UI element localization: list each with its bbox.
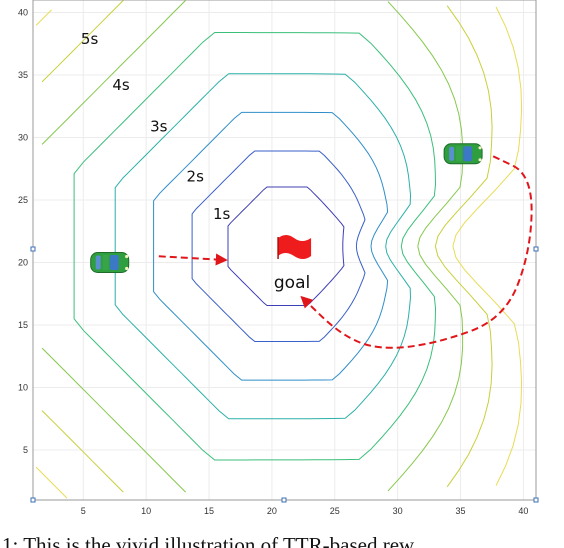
contour-line: [227, 186, 345, 306]
x-tick-label: 15: [204, 506, 214, 516]
contour-label: 1s: [213, 205, 231, 223]
figure-caption: 1: This is the vivid illustration of TTR…: [0, 532, 564, 548]
contour-label: 3s: [150, 117, 168, 135]
axis-handle-corner-right: [533, 497, 539, 503]
contour-line: [41, 0, 464, 493]
straight-path: [158, 253, 228, 266]
car-roof: [456, 146, 463, 162]
figure-caption-text: 1: This is the vivid illustration of TTR…: [2, 533, 415, 548]
grid-lines: [33, 0, 536, 500]
car-rear-window: [95, 255, 101, 270]
y-tick-label: 25: [18, 195, 28, 205]
x-tick-label: 5: [81, 506, 86, 516]
x-tick-label: 30: [393, 506, 403, 516]
y-tick-label: 15: [18, 320, 28, 330]
contour-labels: 1s 2s 3s 4s 5s: [81, 30, 231, 223]
x-tick-label: 20: [267, 506, 277, 516]
contour-line: [41, 0, 493, 493]
car-left-car: [90, 252, 130, 273]
curved-path: [300, 155, 533, 349]
contour-line: [114, 73, 412, 420]
y-tick-label: 20: [18, 258, 28, 268]
contour-label: 2s: [187, 167, 205, 185]
axis-handle-left: [30, 246, 36, 252]
axis-handle-corner-left: [30, 497, 36, 503]
y-axis-ticks: 5 10 15 20 25 30 35 40: [18, 8, 28, 456]
x-tick-label: 10: [141, 506, 151, 516]
y-tick-label: 5: [23, 445, 28, 455]
contour-label: 4s: [112, 76, 130, 94]
vehicle-paths: [158, 155, 533, 349]
goal-flag-icon: [278, 235, 312, 259]
vehicles: [90, 143, 483, 273]
car-windshield: [109, 255, 119, 270]
goal-label: goal: [274, 273, 310, 293]
car-headlight: [478, 158, 482, 162]
goal-marker: goal: [274, 235, 312, 293]
car-headlight: [125, 254, 129, 259]
y-tick-label: 40: [18, 8, 28, 18]
contour-line: [153, 111, 389, 381]
axis-handle-right: [533, 246, 539, 252]
ttr-contour-lines: [35, 0, 523, 499]
car-rear-window: [449, 146, 455, 161]
contour-line: [73, 32, 437, 461]
car-roof: [102, 255, 109, 270]
car-headlight: [125, 266, 129, 271]
y-tick-label: 10: [18, 383, 28, 393]
contour-line: [35, 6, 523, 499]
x-axis-ticks: 5 10 15 20 25 30 35 40: [81, 506, 529, 516]
axis-handle-bottom: [281, 497, 287, 503]
contour-label: 5s: [81, 30, 99, 48]
y-tick-label: 30: [18, 133, 28, 143]
y-tick-label: 35: [18, 70, 28, 80]
x-tick-label: 35: [456, 506, 466, 516]
car-headlight: [478, 146, 482, 150]
car-windshield: [463, 146, 473, 162]
contour-line: [191, 150, 366, 342]
x-tick-label: 40: [518, 506, 528, 516]
car-right-car: [443, 143, 483, 165]
x-tick-label: 25: [330, 506, 340, 516]
